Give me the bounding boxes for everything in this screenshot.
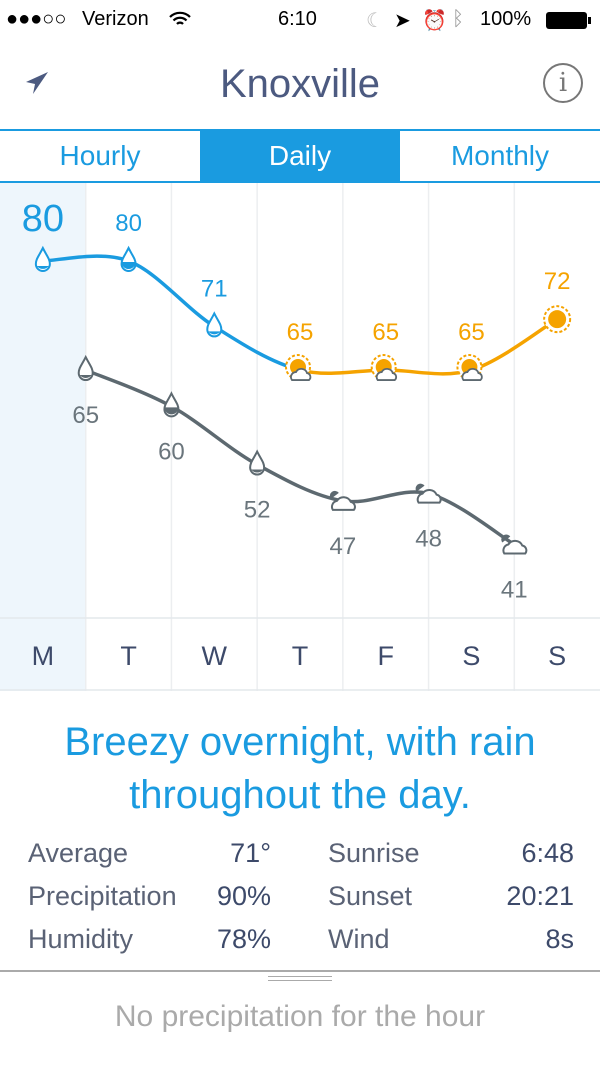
rain-heavy-icon	[120, 245, 137, 272]
sunset-label: Sunset	[328, 881, 413, 911]
precipitation-value: 90%	[216, 881, 271, 911]
low-temp-label: 47	[330, 533, 357, 560]
cloudy-night-icon	[415, 483, 442, 504]
day-label: S	[462, 641, 480, 671]
moon-icon: ☾	[366, 10, 384, 32]
high-temp-line-segment	[127, 259, 216, 328]
stats-row: Humidity 78% Wind 8s	[28, 918, 574, 961]
wifi-icon	[169, 10, 191, 33]
status-bar: ●●●○○ Verizon 6:10 ☾ ➤ ⏰ ᛒ 100%	[0, 0, 600, 40]
forecast-summary: Breezy overnight, with rain throughout t…	[64, 720, 536, 817]
low-temp-label: 65	[72, 402, 99, 429]
day-label: W	[202, 641, 228, 671]
view-tabs: Hourly Daily Monthly	[0, 129, 600, 183]
rain-icon	[34, 245, 51, 272]
wind-value: 8s	[545, 924, 574, 954]
stats-table: Average 71° Sunrise 6:48 Precipitation 90% Su…	[28, 832, 574, 961]
tab-hourly[interactable]: Hourly	[59, 140, 141, 171]
precipitation-message: No precipitation for the hour	[114, 1000, 486, 1033]
low-temp-label: 52	[244, 497, 271, 524]
cloudy-night-icon	[501, 534, 528, 555]
wind-label: Wind	[328, 924, 390, 954]
high-temp-label: 80	[115, 210, 142, 237]
stats-row: Precipitation 90% Sunset 20:21	[28, 875, 574, 918]
low-temp-line-segment	[170, 404, 258, 467]
battery-icon	[545, 11, 593, 37]
low-temp-line-segment	[256, 463, 344, 503]
high-temp-label: 71	[201, 275, 228, 302]
day-label: M	[32, 641, 55, 671]
daily-temperature-chart: M T W T F S S 80 80 71 65 65 65 72 65 60 52 47 48 41	[0, 183, 600, 691]
high-temp-label: 80	[22, 198, 64, 240]
low-temp-label: 48	[415, 526, 442, 553]
drag-handle[interactable]	[268, 976, 332, 981]
location-arrow-icon[interactable]	[24, 70, 50, 101]
alarm-icon: ⏰	[422, 10, 447, 32]
cloudy-night-icon	[329, 490, 356, 511]
tab-monthly[interactable]: Monthly	[450, 140, 550, 171]
low-temp-label: 41	[501, 577, 528, 604]
low-temp-label: 60	[158, 438, 185, 465]
low-temp-line-segment	[85, 368, 173, 408]
high-temp-label: 72	[544, 268, 571, 295]
high-temp-label: 65	[458, 319, 485, 346]
partly-sunny-icon	[456, 354, 483, 381]
high-temp-label: 65	[372, 319, 399, 346]
average-value: 71°	[230, 838, 271, 868]
bluetooth-icon: ᛒ	[452, 8, 464, 30]
info-icon[interactable]: i	[543, 63, 583, 103]
average-label: Average	[28, 838, 129, 868]
low-temp-line-segment	[342, 490, 430, 504]
rain-icon	[206, 311, 223, 338]
sunset-value: 20:21	[506, 881, 574, 911]
rain-icon	[77, 354, 94, 382]
page-title: Knoxville	[219, 62, 381, 106]
nav-bar: Knoxville i	[0, 40, 600, 130]
location-icon: ➤	[394, 10, 411, 32]
carrier: Verizon	[82, 8, 149, 30]
rain-heavy-icon	[163, 391, 180, 418]
sunrise-label: Sunrise	[328, 838, 420, 868]
sunny-icon	[543, 305, 572, 334]
partly-sunny-icon	[285, 354, 312, 381]
stats-row: Average 71° Sunrise 6:48	[28, 832, 574, 875]
humidity-label: Humidity	[28, 924, 134, 954]
high-temp-label: 65	[287, 319, 314, 346]
sunrise-value: 6:48	[521, 838, 574, 868]
partly-sunny-icon	[370, 354, 397, 381]
day-label: T	[120, 641, 137, 671]
day-label: S	[548, 641, 566, 671]
clock: 6:10	[278, 8, 317, 30]
signal-strength: ●●●○○	[6, 8, 67, 30]
day-label: T	[292, 641, 309, 671]
rain-icon	[249, 449, 266, 476]
divider	[0, 970, 600, 972]
precipitation-label: Precipitation	[28, 881, 177, 911]
tab-daily[interactable]: Daily	[200, 131, 400, 181]
battery-percent: 100%	[480, 8, 532, 30]
day-label: F	[377, 641, 394, 671]
humidity-value: 78%	[216, 924, 271, 954]
